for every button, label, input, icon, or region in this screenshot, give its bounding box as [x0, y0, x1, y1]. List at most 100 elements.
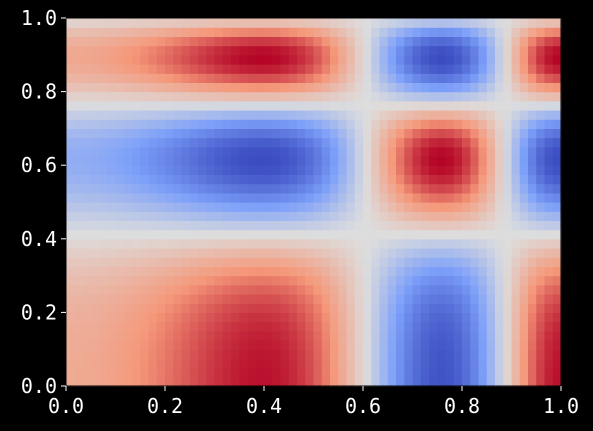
heatmap-cell — [412, 275, 422, 286]
heatmap-cell — [363, 275, 372, 286]
heatmap-cell — [297, 183, 306, 194]
heatmap-cell — [478, 294, 488, 304]
heatmap-cell — [173, 82, 183, 93]
heatmap-cell — [156, 110, 166, 120]
heatmap-cell — [396, 36, 405, 47]
heatmap-cell — [231, 358, 240, 369]
heatmap-cell — [478, 202, 488, 212]
heatmap-cell — [189, 27, 199, 37]
heatmap-cell — [272, 91, 282, 102]
heatmap-cell — [82, 376, 92, 387]
heatmap-cell — [123, 330, 133, 341]
heatmap-cell — [313, 54, 323, 65]
heatmap-cell — [305, 266, 315, 277]
heatmap-cell — [264, 64, 273, 74]
heatmap-cell — [453, 27, 463, 37]
heatmap-cell — [140, 146, 150, 157]
heatmap-cell — [272, 238, 282, 249]
heatmap-cell — [173, 146, 183, 157]
heatmap-cell — [198, 73, 207, 83]
heatmap-cell — [544, 146, 554, 157]
heatmap-cell — [181, 36, 191, 47]
heatmap-cell — [462, 36, 471, 47]
heatmap-cell — [165, 156, 174, 166]
heatmap-cell — [99, 73, 108, 83]
heatmap-cell — [519, 82, 529, 93]
heatmap-cell — [82, 156, 92, 166]
heatmap-cell — [189, 54, 199, 65]
heatmap-cell — [206, 64, 216, 74]
heatmap-cell — [387, 376, 397, 387]
heatmap-cell — [140, 183, 150, 194]
heatmap-cell — [272, 137, 282, 148]
heatmap-cell — [536, 229, 546, 240]
heatmap-cell — [470, 110, 480, 120]
heatmap-cell — [115, 100, 125, 111]
heatmap-cell — [528, 45, 537, 56]
heatmap-cell — [503, 73, 513, 83]
heatmap-cell — [462, 82, 471, 93]
heatmap-cell — [140, 321, 150, 332]
heatmap-cell — [222, 36, 232, 47]
heatmap-cell — [99, 358, 108, 369]
heatmap-cell — [453, 100, 463, 111]
heatmap-cell — [181, 64, 191, 74]
heatmap-cell — [198, 36, 207, 47]
heatmap-cell — [297, 146, 306, 157]
heatmap-cell — [495, 27, 504, 37]
heatmap-cell — [90, 119, 100, 129]
heatmap-cell — [305, 192, 315, 203]
heatmap-cell — [247, 110, 257, 120]
heatmap-cell — [239, 64, 249, 74]
heatmap-cell — [255, 257, 265, 267]
heatmap-cell — [90, 156, 100, 166]
heatmap-cell — [396, 27, 405, 37]
heatmap-cell — [165, 367, 174, 378]
heatmap-cell — [115, 36, 125, 47]
heatmap-cell — [503, 156, 513, 166]
heatmap-cell — [412, 312, 422, 323]
heatmap-cell — [552, 128, 562, 139]
heatmap-cell — [90, 36, 100, 47]
heatmap-cell — [404, 248, 414, 258]
heatmap-cell — [462, 303, 471, 313]
heatmap-cell — [354, 266, 364, 277]
heatmap-cell — [429, 229, 438, 240]
heatmap-cell — [115, 73, 125, 83]
heatmap-cell — [330, 91, 339, 102]
heatmap-cell — [189, 238, 199, 249]
heatmap-cell — [264, 312, 273, 323]
heatmap-cell — [165, 202, 174, 212]
heatmap-cell — [470, 100, 480, 111]
heatmap-cell — [181, 211, 191, 221]
heatmap-cell — [107, 211, 117, 221]
heatmap-cell — [511, 248, 521, 258]
heatmap-cell — [503, 119, 513, 129]
heatmap-cell — [280, 165, 290, 175]
heatmap-cell — [363, 174, 372, 185]
heatmap-cell — [148, 137, 158, 148]
heatmap-cell — [429, 18, 438, 28]
heatmap-cell — [387, 73, 397, 83]
heatmap-cell — [156, 45, 166, 56]
heatmap-cell — [445, 119, 455, 129]
heatmap-cell — [222, 266, 232, 277]
heatmap-cell — [90, 128, 100, 139]
heatmap-cell — [189, 192, 199, 203]
heatmap-cell — [404, 183, 414, 194]
heatmap-cell — [66, 312, 75, 323]
heatmap-cell — [173, 119, 183, 129]
heatmap-cell — [123, 349, 133, 359]
heatmap-cell — [123, 220, 133, 231]
heatmap-cell — [231, 312, 240, 323]
heatmap-cell — [313, 128, 323, 139]
heatmap-cell — [231, 303, 240, 313]
heatmap-cell — [544, 220, 554, 231]
heatmap-cell — [321, 45, 331, 56]
heatmap-cell — [354, 303, 364, 313]
heatmap-cell — [313, 340, 323, 350]
heatmap-cell — [462, 27, 471, 37]
heatmap-cell — [66, 174, 75, 185]
heatmap-cell — [297, 349, 306, 359]
heatmap-cell — [66, 257, 75, 267]
